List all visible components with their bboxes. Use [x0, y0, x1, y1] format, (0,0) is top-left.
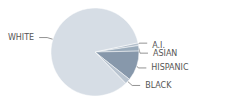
svg-text:WHITE: WHITE [8, 33, 34, 42]
svg-text:ASIAN: ASIAN [153, 49, 177, 58]
svg-text:A.I.: A.I. [152, 41, 165, 50]
svg-text:HISPANIC: HISPANIC [151, 63, 189, 72]
svg-text:BLACK: BLACK [145, 81, 172, 90]
